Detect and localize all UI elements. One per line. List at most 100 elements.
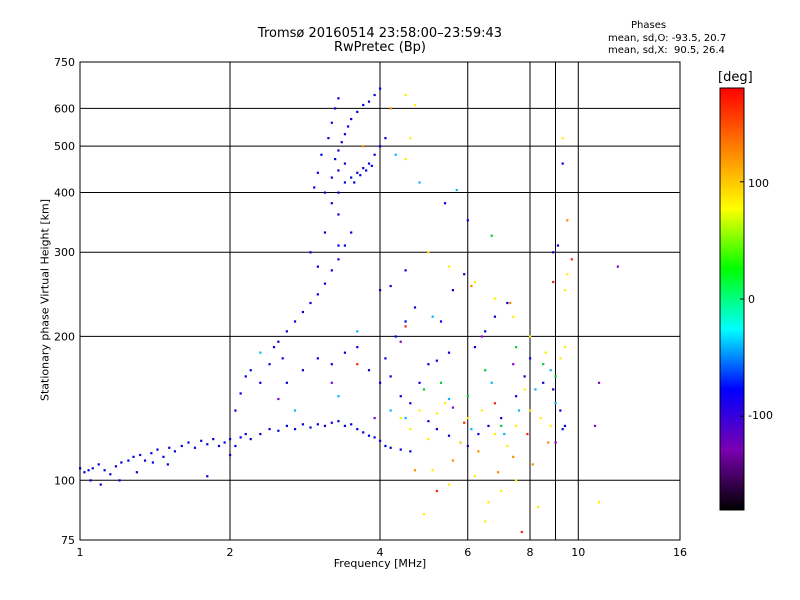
data-point	[168, 446, 171, 449]
data-point	[455, 188, 458, 192]
data-point	[394, 335, 397, 338]
data-point	[83, 471, 86, 474]
data-point	[399, 340, 402, 343]
y-tick-label: 500	[54, 140, 75, 153]
data-point	[512, 315, 515, 318]
data-point	[135, 471, 138, 474]
data-point	[223, 441, 226, 444]
data-point	[234, 409, 237, 412]
data-point	[334, 158, 337, 161]
data-point	[552, 251, 555, 254]
data-point	[443, 402, 447, 405]
data-point	[114, 465, 118, 468]
data-point	[451, 459, 455, 462]
y-tick-label: 600	[54, 102, 75, 115]
data-point	[409, 428, 412, 431]
colorbar-tick-100: 100	[748, 177, 769, 190]
data-point	[561, 428, 564, 431]
data-point	[554, 441, 557, 444]
data-point	[359, 174, 362, 177]
data-point	[404, 93, 407, 97]
data-point	[427, 363, 430, 366]
data-point	[542, 381, 545, 384]
data-point	[356, 363, 359, 366]
data-point	[554, 375, 557, 378]
data-point	[330, 363, 333, 366]
data-point	[409, 402, 412, 405]
data-point	[109, 473, 112, 476]
data-point	[404, 158, 407, 161]
data-point	[259, 381, 262, 384]
data-point	[559, 409, 562, 412]
data-point	[301, 369, 305, 372]
data-point	[362, 145, 365, 148]
data-point	[477, 432, 480, 436]
data-point	[399, 395, 402, 398]
phase-header: Phases	[631, 20, 667, 31]
data-point	[268, 428, 271, 431]
data-point	[343, 133, 347, 136]
data-point	[384, 444, 387, 448]
data-point	[563, 289, 567, 292]
data-point	[463, 273, 466, 276]
data-point	[91, 467, 94, 470]
data-point	[362, 167, 365, 170]
y-tick-label: 75	[61, 534, 75, 547]
data-point	[316, 265, 319, 268]
data-point	[277, 340, 280, 343]
data-point	[616, 265, 619, 268]
data-point	[422, 513, 426, 516]
data-point	[597, 381, 601, 384]
data-point	[447, 434, 451, 437]
data-point	[547, 441, 550, 444]
data-point	[409, 137, 412, 140]
data-point	[459, 441, 462, 444]
data-point	[166, 463, 169, 466]
data-point	[500, 424, 503, 428]
data-point	[281, 357, 284, 360]
data-point	[404, 416, 407, 420]
colorbar-tick-minus100: -100	[748, 409, 773, 422]
data-point	[356, 330, 359, 333]
data-point	[484, 520, 487, 523]
data-point	[493, 432, 497, 436]
data-point	[97, 463, 100, 466]
data-point	[343, 351, 347, 354]
data-point	[367, 434, 371, 437]
data-point	[309, 251, 312, 254]
data-point	[330, 381, 333, 384]
data-point	[343, 424, 347, 428]
data-point	[249, 369, 252, 372]
data-point	[536, 505, 540, 509]
data-point	[293, 320, 297, 323]
data-point	[466, 395, 469, 398]
data-point	[180, 444, 183, 448]
data-point	[343, 162, 347, 165]
data-point	[370, 164, 373, 167]
data-point	[463, 421, 466, 424]
data-point	[477, 450, 480, 453]
data-point	[259, 351, 262, 354]
data-point	[259, 432, 262, 436]
data-point	[293, 409, 297, 412]
y-tick-label: 750	[54, 56, 75, 69]
data-point	[330, 121, 333, 124]
data-point	[418, 181, 421, 184]
data-point	[337, 420, 340, 423]
data-point	[313, 186, 316, 189]
data-point	[272, 346, 276, 349]
data-point	[118, 479, 121, 482]
data-point	[593, 424, 597, 428]
x-axis-label: Frequency [MHz]	[333, 557, 427, 570]
data-point	[132, 455, 135, 458]
data-point	[384, 137, 387, 140]
data-point	[503, 432, 506, 436]
data-point	[239, 392, 242, 395]
data-point	[570, 258, 573, 261]
data-point	[431, 315, 434, 318]
data-point	[509, 301, 512, 305]
data-point	[323, 191, 327, 194]
data-point	[493, 315, 497, 318]
data-point	[343, 181, 347, 184]
data-point	[520, 530, 523, 534]
